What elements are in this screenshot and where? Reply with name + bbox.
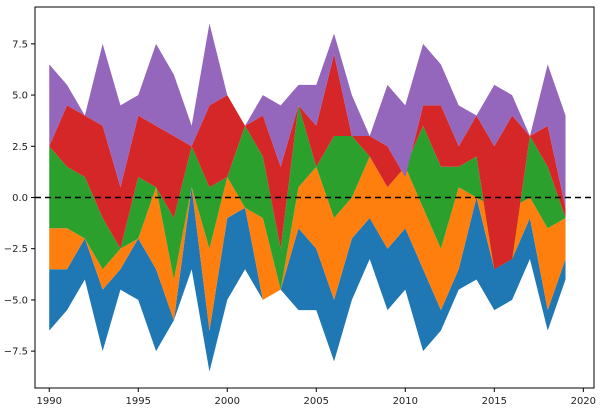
area-series-5 — [49, 23, 566, 208]
area-series-3 — [49, 105, 566, 290]
y-tick-label: 2.5 — [12, 142, 28, 153]
y-tick-label: 5.0 — [12, 91, 28, 102]
y-tick-label: −7.5 — [4, 347, 28, 358]
area-series-4 — [49, 54, 566, 270]
area-series-1 — [49, 187, 566, 372]
y-tick-label: 0.0 — [12, 193, 28, 204]
x-tick-label: 2010 — [393, 396, 418, 407]
y-tick-label: 7.5 — [12, 39, 28, 50]
y-tick-label: −5.0 — [4, 295, 28, 306]
x-tick-label: 2020 — [571, 396, 596, 407]
plot-frame — [34, 6, 595, 389]
x-tick-label: 2005 — [304, 396, 329, 407]
x-tick-label: 2000 — [215, 396, 240, 407]
area-series-2 — [49, 156, 566, 331]
y-tick-label: −2.5 — [4, 244, 28, 255]
x-tick-label: 1990 — [37, 396, 62, 407]
x-tick-label: 1995 — [126, 396, 151, 407]
x-tick-label: 2015 — [482, 396, 507, 407]
area-series-group — [49, 23, 566, 372]
x-axis-ticks: 1990 1995 2000 2005 2010 2015 2020 — [37, 388, 596, 407]
y-axis-ticks: −7.5 −5.0 −2.5 0.0 2.5 5.0 7.5 — [4, 39, 35, 358]
